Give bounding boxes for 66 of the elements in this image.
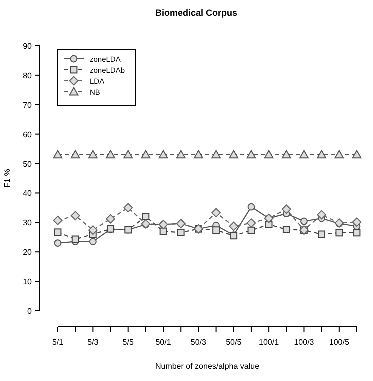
point bbox=[229, 222, 239, 232]
point bbox=[176, 150, 186, 159]
point bbox=[88, 226, 98, 236]
point bbox=[177, 228, 185, 236]
y-tick-label: 70 bbox=[23, 100, 33, 110]
point bbox=[265, 221, 273, 228]
y-tick-label: 60 bbox=[23, 130, 33, 140]
point bbox=[317, 210, 327, 220]
x-tick-label: 5/3 bbox=[88, 338, 100, 347]
point bbox=[141, 150, 151, 159]
point bbox=[282, 226, 290, 234]
point bbox=[142, 213, 150, 220]
x-axis-title: Number of zones/alpha value bbox=[155, 362, 260, 371]
point bbox=[282, 150, 292, 159]
x-tick-label: 5/1 bbox=[52, 338, 64, 347]
point bbox=[89, 238, 97, 246]
point bbox=[336, 229, 344, 237]
point bbox=[282, 204, 292, 214]
point bbox=[334, 150, 344, 159]
point bbox=[300, 150, 309, 159]
y-axis-title: F1 % bbox=[3, 169, 12, 188]
point bbox=[70, 150, 80, 159]
point bbox=[158, 150, 168, 159]
y-tick-label: 40 bbox=[23, 189, 33, 198]
point bbox=[194, 150, 204, 159]
point bbox=[124, 203, 134, 213]
point bbox=[212, 150, 221, 159]
point bbox=[53, 150, 63, 159]
point bbox=[318, 230, 326, 238]
point bbox=[212, 226, 220, 234]
y-tick-label: 20 bbox=[23, 248, 33, 258]
point bbox=[229, 150, 239, 159]
point bbox=[352, 150, 362, 159]
point bbox=[352, 218, 362, 228]
point bbox=[264, 150, 274, 159]
x-tick-label: 50/5 bbox=[226, 338, 242, 347]
point bbox=[246, 218, 256, 228]
point bbox=[248, 226, 256, 234]
point bbox=[317, 150, 327, 159]
chart-title: Biomedical Corpus bbox=[155, 8, 238, 18]
point bbox=[72, 236, 80, 244]
point bbox=[106, 214, 116, 224]
point bbox=[88, 150, 98, 159]
x-tick-label: 50/1 bbox=[156, 338, 172, 347]
point bbox=[53, 216, 63, 226]
x-tick-label: 100/5 bbox=[329, 338, 350, 347]
point bbox=[248, 203, 256, 211]
point bbox=[353, 229, 361, 237]
x-tick-label: 5/5 bbox=[122, 338, 134, 347]
point bbox=[54, 240, 62, 247]
point bbox=[212, 208, 221, 218]
y-tick-label: 90 bbox=[23, 42, 33, 51]
x-tick-label: 100/3 bbox=[294, 338, 315, 347]
y-tick-label: 50 bbox=[23, 160, 33, 169]
y-tick-label: 0 bbox=[28, 307, 33, 316]
x-tick-label: 100/1 bbox=[259, 338, 280, 347]
y-tick-label: 10 bbox=[23, 278, 33, 287]
point bbox=[300, 218, 308, 226]
point bbox=[54, 228, 62, 236]
point bbox=[70, 211, 80, 221]
point bbox=[106, 150, 116, 159]
x-tick-label: 50/3 bbox=[190, 338, 208, 347]
y-tick-label: 30 bbox=[23, 218, 33, 228]
point bbox=[124, 150, 134, 159]
y-tick-label: 80 bbox=[23, 71, 33, 80]
point bbox=[246, 150, 256, 159]
